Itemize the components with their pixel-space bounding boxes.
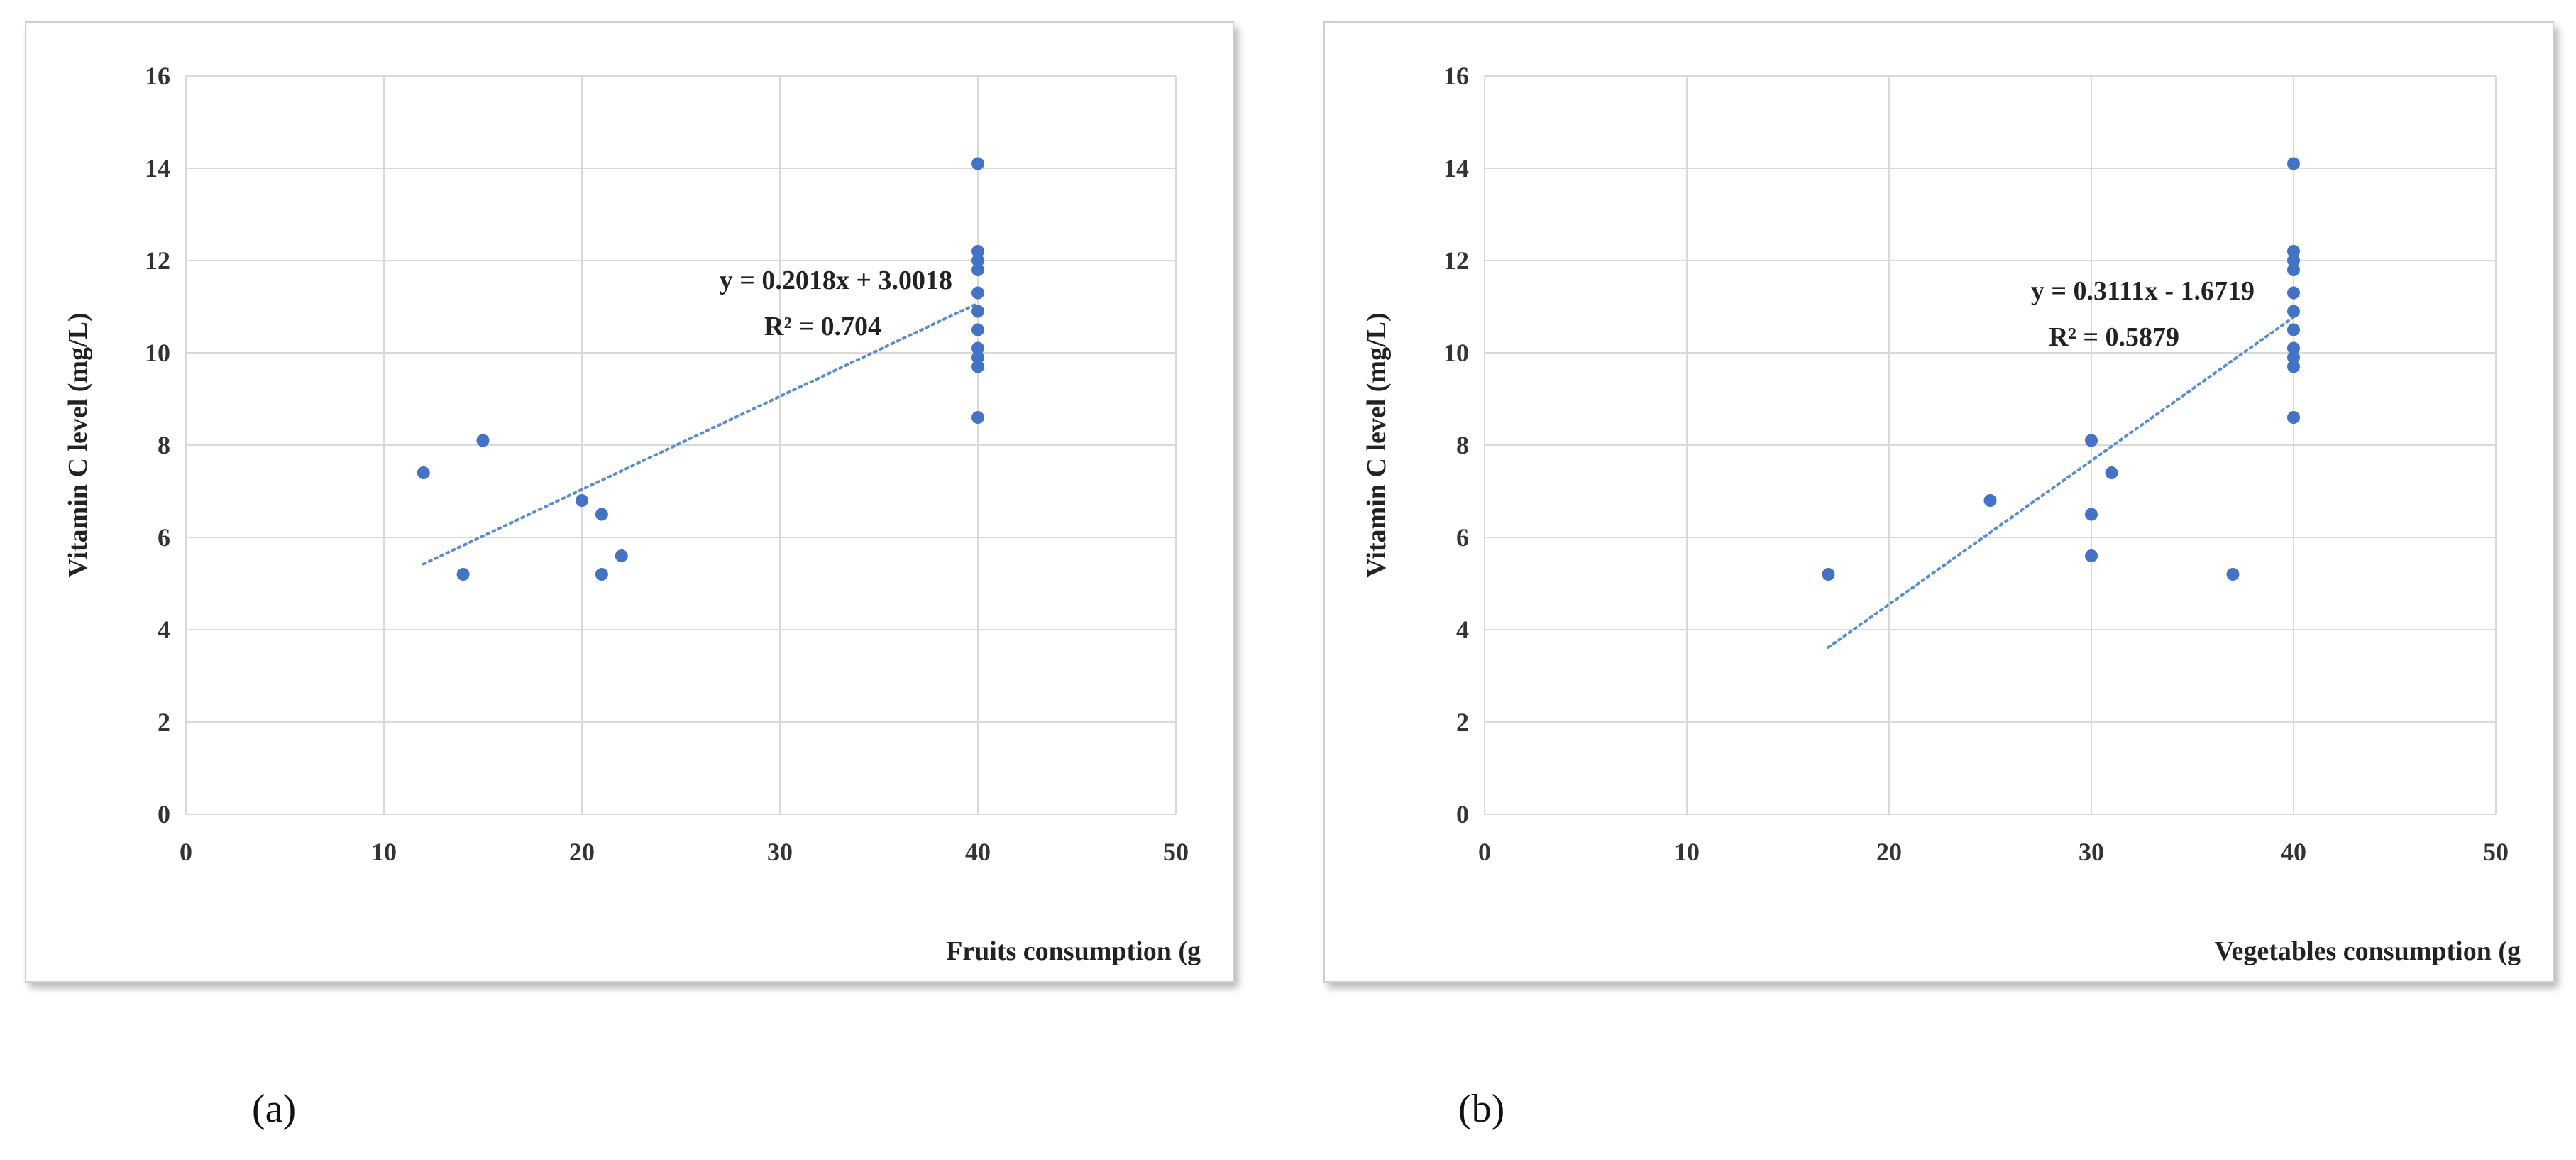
data-point [971, 323, 984, 336]
y-axis-label: Vitamin C level (mg/L) [1362, 312, 1392, 577]
y-tick-label: 16 [145, 62, 170, 90]
data-point [2287, 323, 2300, 336]
y-tick-label: 0 [1456, 800, 1469, 828]
y-tick-label: 16 [1443, 62, 1469, 90]
x-tick-label: 10 [371, 838, 397, 866]
data-point [2085, 508, 2098, 521]
data-point [2287, 254, 2300, 267]
r-squared-label: R² = 0.5879 [2049, 322, 2179, 352]
y-tick-label: 14 [145, 154, 170, 182]
x-tick-label: 30 [767, 838, 793, 866]
data-point [576, 494, 588, 507]
x-tick-label: 30 [2079, 838, 2104, 866]
y-tick-label: 10 [1443, 339, 1469, 367]
data-point [971, 263, 984, 276]
y-tick-label: 6 [1456, 523, 1469, 552]
x-tick-label: 0 [1478, 838, 1491, 866]
data-point [971, 360, 984, 373]
data-point [2287, 341, 2300, 355]
x-tick-label: 20 [1876, 838, 1902, 866]
chart-panel-a: 0 2 4 6 8 10 12 14 16 0 10 20 30 40 50 Vitamin C level … [25, 21, 1234, 983]
x-tick-label: 50 [2483, 838, 2509, 866]
y-tick-label: 0 [158, 800, 170, 828]
y-axis-label: Vitamin C level (mg/L) [63, 312, 93, 577]
y-tick-label: 2 [1456, 708, 1469, 736]
data-point [417, 466, 430, 479]
data-point [971, 157, 984, 170]
data-point [971, 286, 984, 300]
data-point [615, 549, 628, 562]
data-point [2287, 245, 2300, 258]
data-point [2226, 568, 2240, 581]
y-tick-label: 12 [1443, 246, 1469, 275]
trendline [1827, 315, 2295, 649]
scatter-chart-a: 0 2 4 6 8 10 12 14 16 0 10 20 30 40 50 Vitamin C level … [63, 62, 1201, 966]
x-tick-label: 50 [1163, 838, 1189, 866]
y-tick-label: 8 [158, 431, 170, 459]
y-tick-label: 10 [145, 339, 170, 367]
data-point [1983, 494, 1997, 507]
data-point [971, 254, 984, 267]
y-tick-label: 4 [158, 615, 170, 644]
chart-panel-b: 0 2 4 6 8 10 12 14 16 0 10 20 30 40 50 Vitamin C level … [1323, 21, 2554, 983]
x-tick-label: 0 [180, 838, 192, 866]
data-point [971, 245, 984, 258]
x-axis-label: Fruits consumption (g [946, 936, 1201, 966]
data-point [971, 341, 984, 355]
data-point [971, 411, 984, 424]
trend-equation: y = 0.3111x - 1.6719 [2031, 276, 2255, 306]
data-point [2287, 351, 2300, 364]
y-tick-label: 2 [158, 708, 170, 736]
data-point [595, 568, 608, 581]
data-point [2287, 263, 2300, 276]
data-point [971, 305, 984, 318]
x-tick-label: 10 [1674, 838, 1700, 866]
caption-a: (a) [252, 1087, 297, 1131]
data-point [2287, 286, 2300, 300]
y-tick-label: 6 [158, 523, 170, 552]
data-point [476, 434, 490, 447]
x-tick-label: 20 [569, 838, 595, 866]
caption-b: (b) [1458, 1087, 1505, 1131]
y-tick-label: 12 [145, 246, 170, 275]
trend-equation: y = 0.2018x + 3.0018 [720, 266, 952, 295]
y-tick-label: 4 [1456, 615, 1469, 644]
data-point [2105, 466, 2118, 479]
data-point [2287, 305, 2300, 318]
data-point [456, 568, 470, 581]
x-axis-label: Vegetables consumption (g [2215, 936, 2521, 966]
data-point [595, 508, 608, 521]
y-tick-label: 8 [1456, 431, 1469, 459]
y-tick-label: 14 [1443, 154, 1469, 182]
data-point [2085, 434, 2098, 447]
data-point [1822, 568, 1835, 581]
trendline [422, 302, 979, 566]
scatter-chart-b: 0 2 4 6 8 10 12 14 16 0 10 20 30 40 50 Vitamin C level … [1362, 62, 2521, 966]
data-point [2287, 411, 2300, 424]
data-point [2287, 157, 2300, 170]
data-point [971, 351, 984, 364]
x-tick-label: 40 [965, 838, 991, 866]
data-point [2287, 360, 2300, 373]
data-point [2085, 549, 2098, 562]
r-squared-label: R² = 0.704 [764, 312, 881, 341]
x-tick-label: 40 [2281, 838, 2306, 866]
